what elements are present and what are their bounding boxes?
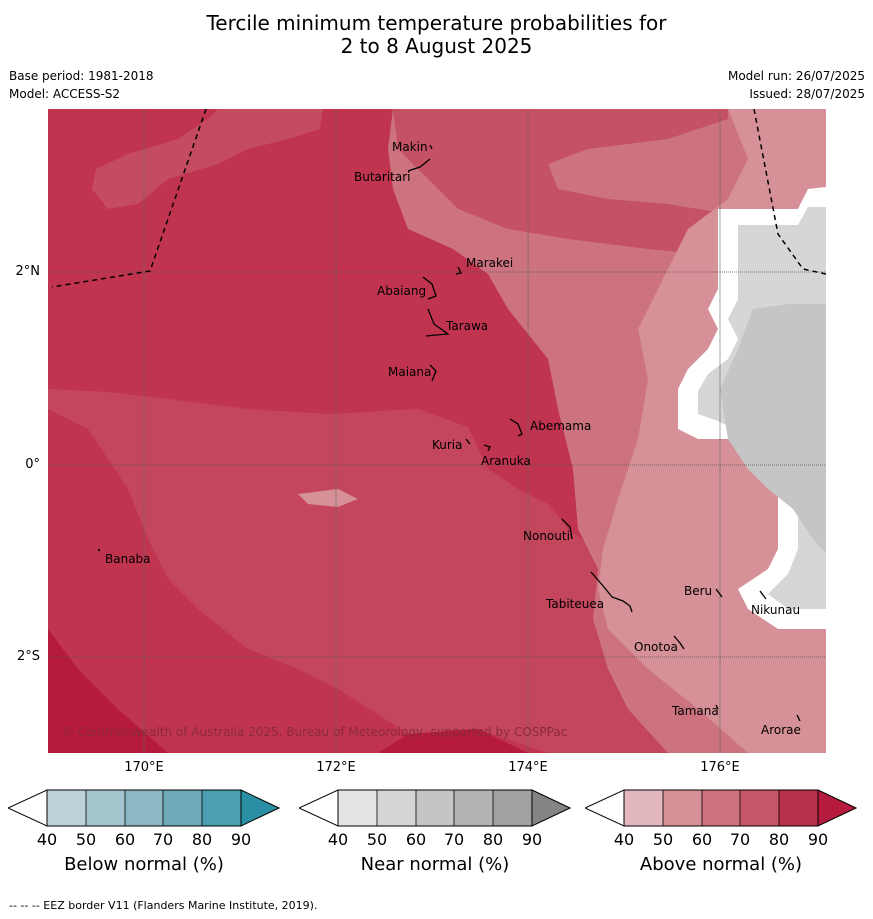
colorbar-above-swatches [585,789,857,827]
island-labels: Makin Butaritari Marakei Abaiang Tarawa … [105,140,801,737]
above-swatch-0 [585,789,625,827]
below-tick-40: 40 [37,830,57,849]
above-swatch-1 [624,790,663,826]
label-maiana: Maiana [388,365,431,379]
below-swatch-2 [86,790,125,826]
label-banaba: Banaba [105,552,151,566]
meridians [143,109,721,753]
colorbar-below-title: Below normal (%) [64,854,224,875]
meta-right: Model run: 26/07/2025 Issued: 28/07/2025 [728,67,865,103]
below-tick-70: 70 [153,830,173,849]
label-nikunau: Nikunau [751,603,800,617]
band-above-90-sw [48,629,168,753]
label-nonouti: Nonouti [523,529,570,543]
above-tick-80: 80 [769,830,789,849]
island-shapes [97,144,801,722]
near-swatch-2 [377,790,416,826]
near-tick-70: 70 [444,830,464,849]
title-line-1: Tercile minimum temperature probabilitie… [206,11,667,35]
band-above-90-s [378,729,528,753]
label-tabiteuea: Tabiteuea [545,597,604,611]
above-ticks: 40 50 60 70 80 90 [614,830,828,849]
colorbar-near-swatches [299,789,571,827]
below-swatch-3 [125,790,163,826]
below-tick-90: 90 [231,830,251,849]
lon-label-176e: 176°E [700,760,740,775]
near-ticks: 40 50 60 70 80 90 [328,830,542,849]
above-tick-60: 60 [692,830,712,849]
label-abaiang: Abaiang [377,284,426,298]
near-tick-80: 80 [483,830,503,849]
near-swatch-1 [338,790,377,826]
title-line-2: 2 to 8 August 2025 [340,34,533,58]
base-period: Base period: 1981-2018 [9,69,154,83]
below-swatch-4 [163,790,202,826]
above-swatch-5 [779,790,818,826]
label-tamana: Tamana [671,704,719,718]
label-butaritari: Butaritari [354,170,411,184]
lat-label-0: 0° [25,457,40,472]
lon-label-174e: 174°E [508,760,548,775]
below-ticks: 40 50 60 70 80 90 [37,830,251,849]
above-swatch-6 [817,789,857,827]
label-makin: Makin [392,140,428,154]
below-swatch-1 [47,790,86,826]
map-svg: Makin Butaritari Marakei Abaiang Tarawa … [48,109,826,753]
near-tick-90: 90 [522,830,542,849]
colorbar-above: 40 50 60 70 80 90 [585,789,857,849]
near-swatch-4 [454,790,493,826]
above-swatch-4 [740,790,779,826]
lon-label-170e: 170°E [124,760,164,775]
below-swatch-6 [240,789,280,827]
band-above-70-north [92,109,323,209]
eez-border [51,109,826,288]
band-above-70-ne [393,109,748,259]
issued-date: Issued: 28/07/2025 [749,87,865,101]
label-abemama: Abemama [530,419,591,433]
near-swatch-6 [531,789,571,827]
above-tick-50: 50 [653,830,673,849]
above-swatch-2 [663,790,702,826]
map-title: Tercile minimum temperature probabilitie… [0,12,873,58]
colorbar-below-swatches [8,789,280,827]
band-above-60-patch [298,489,358,507]
near-swatch-5 [493,790,532,826]
below-swatch-5 [202,790,241,826]
above-swatch-3 [702,790,740,826]
below-swatch-0 [8,789,48,827]
label-kuria: Kuria [432,438,463,452]
near-tick-40: 40 [328,830,348,849]
label-aranuka: Aranuka [481,454,531,468]
above-tick-40: 40 [614,830,634,849]
above-tick-70: 70 [730,830,750,849]
probability-map: Makin Butaritari Marakei Abaiang Tarawa … [48,109,826,753]
below-tick-80: 80 [192,830,212,849]
label-tarawa: Tarawa [445,319,488,333]
copyright-notice: © Commonwealth of Australia 2025, Bureau… [62,725,567,739]
graticule [48,271,826,658]
below-tick-50: 50 [76,830,96,849]
near-tick-60: 60 [406,830,426,849]
above-tick-90: 90 [808,830,828,849]
band-near-60 [720,304,826,554]
lon-label-172e: 172°E [316,760,356,775]
below-tick-60: 60 [115,830,135,849]
near-swatch-3 [416,790,454,826]
lat-label-2s: 2°S [16,649,40,664]
model-run: Model run: 26/07/2025 [727,69,865,83]
eez-footnote: -- -- -- EEZ border V11 (Flanders Marine… [9,899,318,912]
label-marakei: Marakei [466,256,513,270]
model-name: Model: ACCESS-S2 [9,87,121,101]
colorbar-near-title: Near normal (%) [360,854,510,875]
label-arorae: Arorae [761,723,801,737]
label-beru: Beru [684,584,712,598]
label-onotoa: Onotoa [634,640,678,654]
lat-label-2n: 2°N [15,264,41,279]
meta-left: Base period: 1981-2018 Model: ACCESS-S2 [9,67,154,103]
colorbar-near: 40 50 60 70 80 90 [299,789,571,849]
colorbar-above-title: Above normal (%) [639,854,803,875]
near-swatch-0 [299,789,339,827]
near-tick-50: 50 [367,830,387,849]
colorbar-below: 40 50 60 70 80 90 [8,789,280,849]
